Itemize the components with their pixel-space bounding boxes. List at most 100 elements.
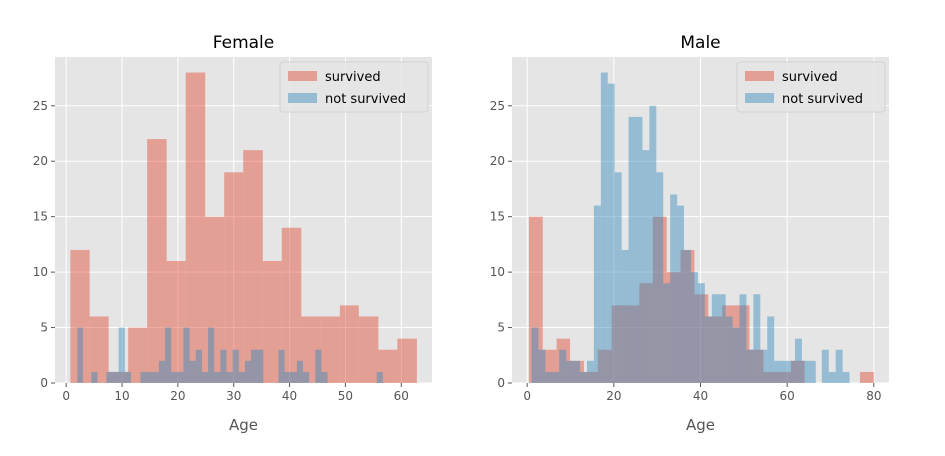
not-survived-bar — [835, 349, 843, 383]
not-survived-legend-swatch — [745, 93, 774, 103]
not-survived-bar — [788, 360, 795, 383]
not-survived-bar — [538, 349, 546, 383]
y-tick-label: 25 — [490, 99, 505, 113]
not-survived-bar — [573, 360, 581, 383]
survived-bar — [708, 316, 723, 383]
not-survived-bar — [146, 371, 153, 383]
not-survived-bar — [593, 205, 601, 383]
not-survived-bar — [697, 283, 705, 383]
not-survived-bar — [600, 72, 608, 384]
not-survived-bar — [586, 360, 594, 383]
not-survived-bar — [321, 371, 328, 383]
not-survived-bar — [677, 205, 685, 383]
not-survived-bar — [690, 272, 698, 383]
survived-bar — [224, 172, 244, 383]
not-survived-bar — [732, 327, 740, 383]
survived-bar — [735, 305, 750, 383]
survived-bar — [281, 227, 302, 383]
y-tick-label: 5 — [497, 321, 505, 335]
y-tick-label: 5 — [40, 321, 48, 335]
not-survived-bar — [278, 349, 285, 383]
not-survived-bar — [684, 249, 691, 383]
survived-bar — [70, 249, 90, 383]
survived-bar — [694, 294, 709, 383]
not-survived-bar — [774, 360, 782, 383]
survived-bar — [666, 272, 681, 383]
survived-bar — [205, 216, 225, 383]
not-survived-legend-label: not survived — [325, 92, 406, 107]
survived-bar — [339, 305, 359, 383]
not-survived-bar — [642, 150, 650, 383]
survived-bar — [611, 305, 626, 383]
survived-bar — [570, 360, 584, 383]
survived-bar — [108, 371, 129, 383]
not-survived-bar — [315, 349, 322, 383]
chart-title: Female — [213, 33, 274, 53]
not-survived-bar — [808, 360, 816, 383]
x-tick-label: 0 — [62, 389, 70, 403]
survived-bar — [528, 216, 543, 383]
survived-bar — [262, 261, 282, 383]
not-survived-bar — [208, 327, 215, 383]
y-tick-label: 0 — [40, 376, 48, 390]
not-survived-bar — [91, 371, 98, 383]
survived-legend-swatch — [745, 71, 774, 81]
x-tick-label: 30 — [226, 389, 241, 403]
not-survived-bar — [296, 360, 303, 383]
legend-box — [279, 61, 429, 113]
survived-bar — [680, 249, 695, 383]
y-tick-label: 15 — [33, 210, 48, 224]
not-survived-bar — [195, 349, 202, 383]
not-survived-bar — [118, 327, 125, 383]
not-survived-bar — [152, 371, 159, 383]
not-survived-bar — [649, 105, 657, 383]
survived-bar — [583, 371, 598, 383]
survived-bar — [320, 316, 340, 383]
survived-bar — [378, 349, 398, 383]
not-survived-bar — [251, 349, 258, 383]
x-tick-label: 10 — [114, 389, 129, 403]
not-survived-bar — [124, 371, 131, 383]
not-survived-bar — [77, 327, 83, 383]
x-tick-label: 20 — [170, 389, 185, 403]
legend-box — [736, 61, 886, 113]
y-tick-label: 10 — [33, 265, 48, 279]
not-survived-bar — [376, 371, 383, 383]
x-tick-label: 50 — [338, 389, 353, 403]
survived-bar — [859, 371, 874, 383]
not-survived-bar — [739, 294, 747, 383]
not-survived-bar — [842, 371, 850, 383]
not-survived-bar — [183, 327, 190, 383]
not-survived-bar — [158, 360, 166, 383]
survived-bar — [358, 316, 379, 383]
not-survived-bar — [112, 371, 119, 383]
x-tick-label: 60 — [394, 389, 409, 403]
series-survived — [70, 72, 417, 384]
not-survived-legend-swatch — [288, 93, 317, 103]
chart-title: Male — [680, 33, 720, 53]
not-survived-bar — [566, 360, 574, 383]
x-axis-label: Age — [229, 416, 258, 434]
not-survived-bar — [767, 316, 775, 383]
not-survived-bar — [753, 294, 761, 383]
x-tick-label: 0 — [523, 389, 531, 403]
survived-bar — [128, 327, 148, 383]
y-tick-label: 15 — [490, 210, 505, 224]
x-tick-label: 20 — [606, 389, 621, 403]
not-survived-bar — [244, 360, 252, 383]
survived-bar — [147, 139, 167, 383]
y-tick-label: 10 — [490, 265, 505, 279]
female-subplot: 0 10 20 30 40 50 60 0 5 10 15 20 25 Female Age survived… — [33, 33, 432, 434]
not-survived-bar — [828, 371, 836, 383]
not-survived-bar — [171, 371, 178, 383]
survived-bar — [166, 261, 186, 383]
not-survived-bar — [257, 349, 264, 383]
not-survived-bar — [663, 283, 671, 383]
not-survived-bar — [725, 316, 733, 383]
x-tick-label: 60 — [780, 389, 795, 403]
not-survived-bar — [794, 338, 802, 383]
not-survived-bar — [801, 360, 809, 383]
survived-legend-swatch — [288, 71, 317, 81]
not-survived-bar — [238, 371, 245, 383]
